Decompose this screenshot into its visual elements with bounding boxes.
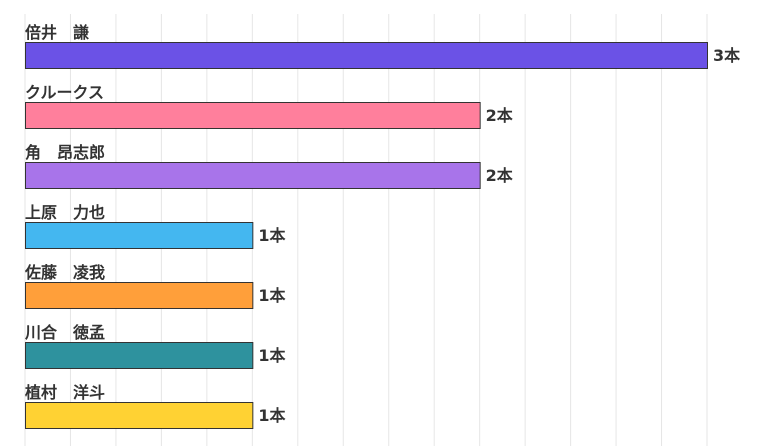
bar-category-label: 倍井 謙 <box>25 23 89 42</box>
bar-category-label: クルークス <box>25 83 104 102</box>
bar <box>25 402 254 429</box>
bar <box>25 342 254 369</box>
bar-value-label: 1本 <box>258 286 285 305</box>
bar <box>25 102 481 129</box>
bar-value-label: 2本 <box>486 106 513 125</box>
bar <box>25 162 481 189</box>
bar-value-label: 2本 <box>486 166 513 185</box>
bar-category-label: 植村 洋斗 <box>24 383 105 402</box>
bar-category-label: 佐藤 凌我 <box>24 263 105 282</box>
bar-value-label: 3本 <box>713 46 740 65</box>
bar <box>25 42 708 69</box>
bar-value-label: 1本 <box>258 406 285 425</box>
bar-category-label: 上原 力也 <box>25 203 105 222</box>
bar-category-label: 角 昂志郎 <box>25 143 105 162</box>
bar-category-label: 川合 徳孟 <box>24 323 105 342</box>
bar <box>25 222 254 249</box>
bar-value-label: 1本 <box>258 346 285 365</box>
bar-value-label: 1本 <box>258 226 285 245</box>
bar <box>25 282 254 309</box>
